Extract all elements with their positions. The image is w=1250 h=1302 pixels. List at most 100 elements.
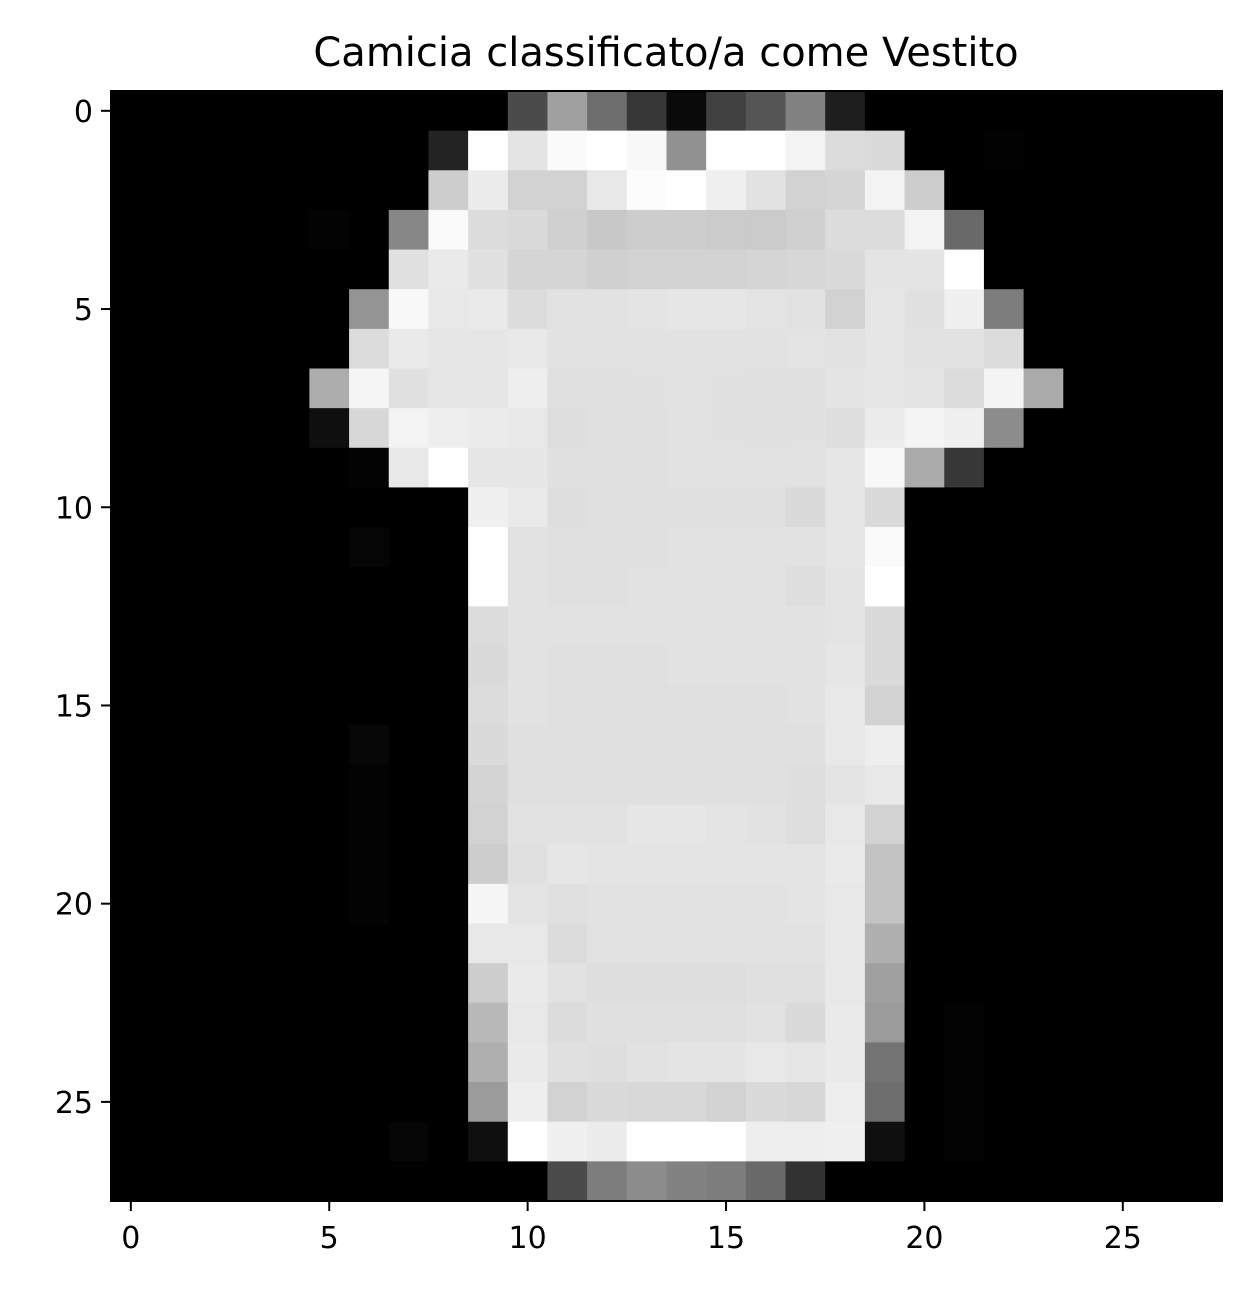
pixel-cell xyxy=(468,725,509,766)
pixel-cell xyxy=(428,923,469,964)
pixel-cell xyxy=(1102,725,1144,766)
pixel-cell xyxy=(666,209,707,251)
pixel-cell xyxy=(468,1082,509,1123)
pixel-cell xyxy=(825,1121,866,1162)
pixel-cell xyxy=(864,764,906,806)
x-tick-label: 0 xyxy=(121,1221,140,1256)
pixel-cell xyxy=(745,923,787,964)
pixel-cell xyxy=(626,963,668,1004)
pixel-cell xyxy=(388,685,430,726)
pixel-cell xyxy=(745,685,787,726)
pixel-cell xyxy=(547,685,588,726)
pixel-cell xyxy=(1142,249,1183,290)
pixel-cell xyxy=(666,923,707,964)
pixel-cell xyxy=(1142,368,1183,409)
pixel-cell xyxy=(745,170,787,211)
pixel-cell xyxy=(626,130,668,171)
pixel-cell xyxy=(983,209,1025,251)
pixel-cell xyxy=(706,1121,747,1162)
pixel-cell xyxy=(944,566,985,607)
pixel-cell xyxy=(983,487,1025,528)
pixel-cell xyxy=(944,1042,985,1083)
pixel-cell xyxy=(111,408,152,449)
pixel-cell xyxy=(1142,566,1183,607)
pixel-cell xyxy=(983,368,1025,409)
pixel-cell xyxy=(983,170,1025,211)
pixel-cell xyxy=(150,804,191,845)
image-cells xyxy=(111,91,1223,1202)
pixel-cell xyxy=(111,447,152,489)
pixel-cell xyxy=(547,764,588,806)
pixel-cell xyxy=(785,170,826,211)
pixel-cell xyxy=(150,725,191,766)
pixel-cell xyxy=(904,883,945,925)
pixel-cell xyxy=(904,1002,945,1044)
pixel-cell xyxy=(666,328,707,370)
pixel-cell xyxy=(864,646,906,687)
pixel-cell xyxy=(785,527,826,568)
pixel-cell xyxy=(1023,209,1064,251)
pixel-cell xyxy=(468,646,509,687)
pixel-cell xyxy=(745,963,787,1004)
pixel-cell xyxy=(547,408,588,449)
pixel-cell xyxy=(547,1002,588,1044)
pixel-cell xyxy=(349,646,390,687)
pixel-cell xyxy=(507,1121,549,1162)
pixel-cell xyxy=(150,1121,191,1162)
pixel-cell xyxy=(428,1042,469,1083)
pixel-cell xyxy=(944,447,985,489)
pixel-cell xyxy=(825,209,866,251)
pixel-cell xyxy=(1063,844,1104,885)
pixel-cell xyxy=(983,646,1025,687)
pixel-cell xyxy=(230,447,271,489)
pixel-cell xyxy=(1182,1042,1223,1083)
pixel-cell xyxy=(587,368,628,409)
pixel-cell xyxy=(1102,368,1144,409)
pixel-cell xyxy=(507,804,549,845)
pixel-cell xyxy=(1142,1002,1183,1044)
pixel-cell xyxy=(864,527,906,568)
pixel-cell xyxy=(864,328,906,370)
pixel-cell xyxy=(1102,170,1144,211)
pixel-cell xyxy=(150,368,191,409)
pixel-cell xyxy=(428,844,469,885)
pixel-cell xyxy=(626,1121,668,1162)
pixel-cell xyxy=(111,685,152,726)
pixel-cell xyxy=(309,1121,350,1162)
pixel-cell xyxy=(785,566,826,607)
pixel-cell xyxy=(1102,963,1144,1004)
pixel-cell xyxy=(468,447,509,489)
pixel-cell xyxy=(190,249,231,290)
pixel-cell xyxy=(547,289,588,330)
pixel-cell xyxy=(230,408,271,449)
pixel-cell xyxy=(269,289,310,330)
pixel-cell xyxy=(825,130,866,171)
pixel-cell xyxy=(944,130,985,171)
pixel-cell xyxy=(309,249,350,290)
pixel-cell xyxy=(230,883,271,925)
pixel-cell xyxy=(864,804,906,845)
pixel-cell xyxy=(666,764,707,806)
pixel-cell xyxy=(825,1161,866,1202)
pixel-cell xyxy=(825,963,866,1004)
pixel-cell xyxy=(428,408,469,449)
pixel-cell xyxy=(1182,91,1223,132)
pixel-cell xyxy=(944,408,985,449)
pixel-cell xyxy=(309,368,350,409)
pixel-cell xyxy=(706,328,747,370)
pixel-cell xyxy=(230,1042,271,1083)
pixel-cell xyxy=(230,170,271,211)
pixel-cell xyxy=(349,487,390,528)
pixel-cell xyxy=(1102,883,1144,925)
pixel-cell xyxy=(983,844,1025,885)
pixel-cell xyxy=(626,408,668,449)
pixel-cell xyxy=(349,91,390,132)
pixel-cell xyxy=(1102,328,1144,370)
pixel-cell xyxy=(1102,844,1144,885)
pixel-cell xyxy=(150,566,191,607)
pixel-cell xyxy=(1142,844,1183,885)
pixel-cell xyxy=(547,1121,588,1162)
pixel-cell xyxy=(190,91,231,132)
pixel-cell xyxy=(507,1042,549,1083)
pixel-cell xyxy=(547,130,588,171)
